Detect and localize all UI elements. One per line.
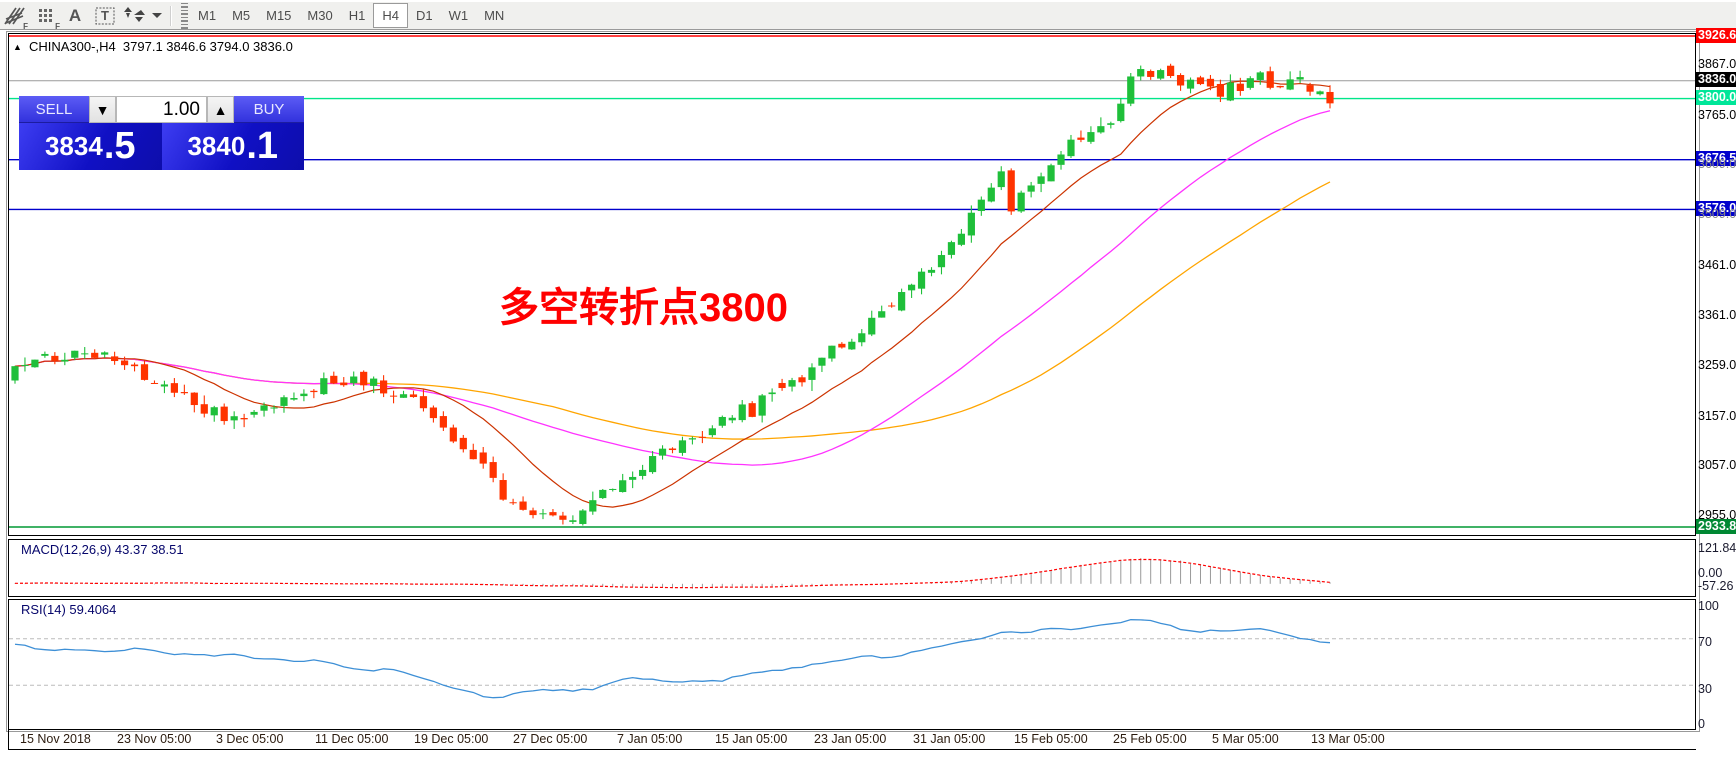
svg-text:多空转折点3800: 多空转折点3800	[499, 286, 788, 330]
svg-text:T: T	[101, 8, 109, 23]
